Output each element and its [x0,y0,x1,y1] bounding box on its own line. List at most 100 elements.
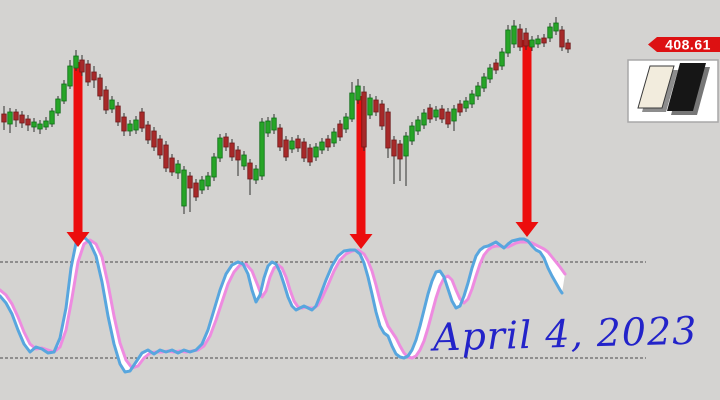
candle [523,28,529,50]
candle [481,73,487,92]
candle [193,179,199,201]
candle-body [379,103,385,127]
candle-body [19,114,25,124]
candle [145,121,151,144]
candle [499,48,505,70]
candle [157,135,163,159]
candle [133,116,139,134]
candle [307,144,313,166]
candle-body [367,97,373,116]
candle-body [175,163,181,174]
candle-body [355,85,361,101]
candle [115,102,121,126]
candle-body [151,130,157,148]
candle [535,35,541,48]
candle-body [559,29,565,48]
candle [85,60,91,86]
candle [355,79,361,104]
candle-body [283,139,289,158]
candle [175,160,181,179]
candle [319,138,325,154]
candle [343,113,349,133]
candle [103,86,109,114]
candle-body [31,121,37,128]
candle-body [13,111,19,121]
candle-body [553,22,559,32]
candle [187,172,193,212]
logo-parallelogram-dark-icon [667,63,706,111]
candle [301,138,307,162]
candle-body [517,28,523,48]
candle-body [493,62,499,71]
candle [433,106,439,121]
candle [331,128,337,147]
candle-body [217,137,223,159]
candle [397,140,403,181]
candle-body [307,147,313,163]
candle-body [547,26,553,39]
candle [211,153,217,181]
candle-body [115,105,121,123]
candle-body [169,157,175,173]
candle [391,136,397,184]
candle [445,108,451,128]
candle [19,111,25,128]
candle [73,50,79,71]
candle-body [121,116,127,132]
candle [121,113,127,136]
candle-body [343,116,349,130]
candle-body [433,109,439,118]
candle-body [91,71,97,81]
candle [277,124,283,151]
candle-body [529,39,535,48]
candle [241,151,247,170]
candle-body [535,38,541,45]
price-tag: 408.61 [648,37,720,53]
candle [493,59,499,74]
candle-body [49,110,55,125]
candle-body [451,108,457,122]
candle-body [97,77,103,97]
candle-body [313,146,319,158]
candle [559,26,565,51]
candle [421,109,427,129]
candle [235,146,241,176]
candle [55,96,61,116]
price-tag-label: 408.61 [665,37,711,53]
candle-body [373,99,379,113]
candle-body [391,139,397,157]
candle-body [325,138,331,148]
candle [229,139,235,161]
candle [7,108,13,133]
candle-body [1,113,7,123]
candle-body [205,175,211,187]
candle-body [73,55,79,69]
candle-body [415,119,421,132]
candle [487,64,493,83]
candle-body [397,143,403,160]
candle-body [421,112,427,126]
candle [565,39,571,53]
candle-body [565,42,571,50]
down-arrow-icon [515,40,539,237]
candle-body [523,32,529,47]
candle-body [349,92,355,120]
candle [313,143,319,161]
candle [37,120,43,134]
candle-body [265,120,271,134]
candle [265,117,271,137]
candle [505,25,511,57]
candle [79,55,85,76]
candle-body [109,99,115,110]
candle-body [487,67,493,80]
candle [151,127,157,151]
candle-body [229,142,235,158]
candle-body [469,93,475,105]
candle-body [103,89,109,111]
candle-body [145,124,151,141]
candle [409,122,415,145]
candle [349,82,355,122]
candle-body [55,98,61,114]
arrow-annotations [66,40,539,249]
